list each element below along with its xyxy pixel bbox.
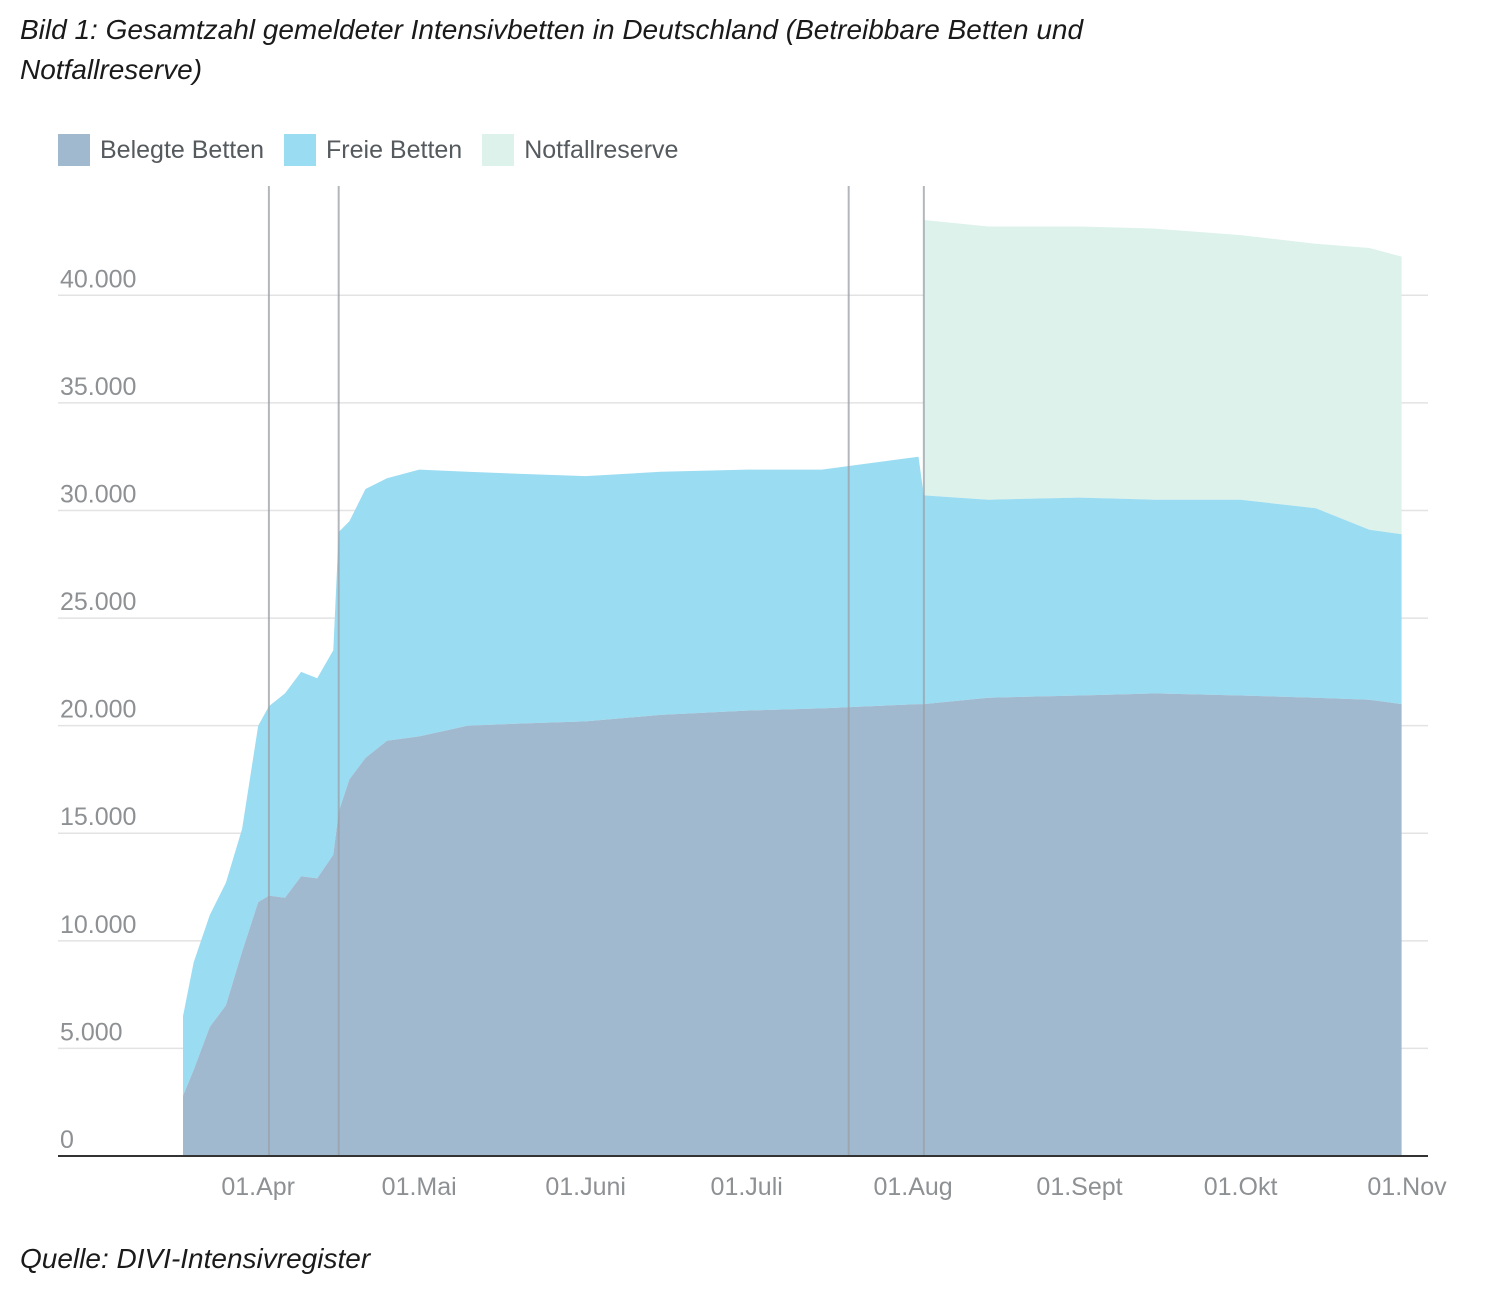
y-tick-label: 20.000 bbox=[60, 696, 136, 724]
legend-swatch-belegte-betten bbox=[58, 134, 90, 166]
legend-label-belegte-betten: Belegte Betten bbox=[100, 135, 265, 164]
x-tick-label: 01.Nov bbox=[1367, 1173, 1447, 1201]
x-tick-label: 01.Juni bbox=[545, 1173, 626, 1201]
source-note: Quelle: DIVI-Intensivregister bbox=[20, 1243, 371, 1274]
x-tick-label: 01.Juli bbox=[711, 1173, 783, 1201]
legend-swatch-notfallreserve bbox=[482, 134, 515, 166]
x-tick-label: 01.Okt bbox=[1204, 1173, 1278, 1201]
legend-label-freie-betten: Freie Betten bbox=[326, 135, 463, 164]
y-tick-label: 30.000 bbox=[60, 480, 136, 508]
y-tick-label: 10.000 bbox=[60, 911, 136, 939]
y-tick-label: 40.000 bbox=[60, 265, 136, 293]
area-notfallreserve bbox=[923, 220, 1402, 535]
x-tick-label: 01.Apr bbox=[221, 1173, 295, 1201]
y-tick-label: 5.000 bbox=[60, 1018, 123, 1046]
legend-label-notfallreserve: Notfallreserve bbox=[524, 135, 679, 164]
x-tick-label: 01.Sept bbox=[1036, 1173, 1122, 1201]
y-tick-label: 0 bbox=[60, 1126, 74, 1154]
legend-item-notfallreserve: Notfallreserve bbox=[482, 134, 678, 166]
y-tick-label: 15.000 bbox=[60, 803, 136, 831]
legend-item-freie-betten: Freie Betten bbox=[284, 134, 462, 166]
legend-swatch-freie-betten bbox=[284, 134, 317, 166]
x-tick-label: 01.Aug bbox=[873, 1173, 952, 1201]
chart-title: Bild 1: Gesamtzahl gemeldeter Intensivbe… bbox=[20, 14, 1084, 85]
legend: Belegte Betten Freie Betten Notfallreser… bbox=[58, 132, 698, 168]
area-belegte-betten bbox=[183, 693, 1402, 1156]
y-tick-label: 25.000 bbox=[60, 588, 136, 616]
x-tick-label: 01.Mai bbox=[382, 1173, 457, 1201]
area-freie-betten bbox=[183, 456, 1402, 1096]
y-tick-label: 35.000 bbox=[60, 373, 136, 401]
legend-item-belegte-betten: Belegte Betten bbox=[58, 134, 264, 166]
